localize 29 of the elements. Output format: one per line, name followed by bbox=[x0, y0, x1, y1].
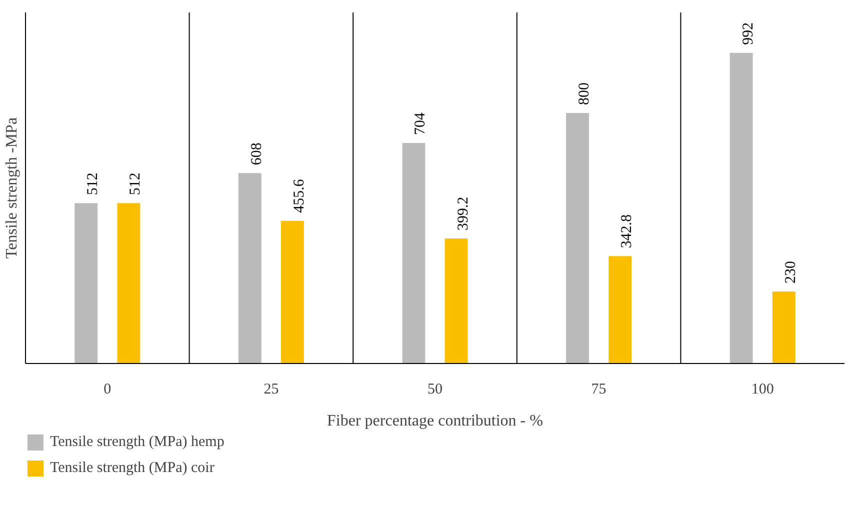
bar bbox=[730, 52, 753, 364]
bar bbox=[608, 256, 632, 364]
bar bbox=[238, 173, 262, 364]
data-label: 512 bbox=[128, 172, 144, 196]
x-tick-label: 75 bbox=[591, 382, 606, 398]
y-axis-title: Tensile strength -MPa bbox=[4, 117, 20, 259]
bar bbox=[74, 203, 98, 364]
x-tick-label: 0 bbox=[104, 382, 112, 398]
data-label: 992 bbox=[740, 22, 756, 45]
data-label: 399.2 bbox=[455, 196, 472, 230]
data-label: 455.6 bbox=[291, 178, 308, 213]
data-label: 512 bbox=[85, 172, 102, 196]
x-axis-title: Fiber percentage contribution - % bbox=[327, 412, 543, 430]
data-label: 704 bbox=[412, 112, 429, 136]
bar bbox=[772, 291, 796, 364]
legend-label: Tensile strength (MPa) hemp bbox=[50, 434, 224, 450]
bar bbox=[402, 143, 426, 364]
x-tick-label: 50 bbox=[428, 382, 442, 398]
x-tick-label: 25 bbox=[264, 382, 279, 398]
bar bbox=[117, 203, 140, 364]
data-label: 230 bbox=[782, 260, 799, 284]
legend-label: Tensile strength (MPa) coir bbox=[50, 460, 214, 476]
data-label: 342.8 bbox=[619, 214, 636, 248]
data-label: 800 bbox=[576, 82, 593, 105]
x-tick-label: 100 bbox=[751, 382, 774, 398]
bar bbox=[566, 113, 589, 364]
data-label: 608 bbox=[248, 142, 265, 166]
bar bbox=[281, 220, 304, 364]
bar bbox=[444, 238, 468, 364]
